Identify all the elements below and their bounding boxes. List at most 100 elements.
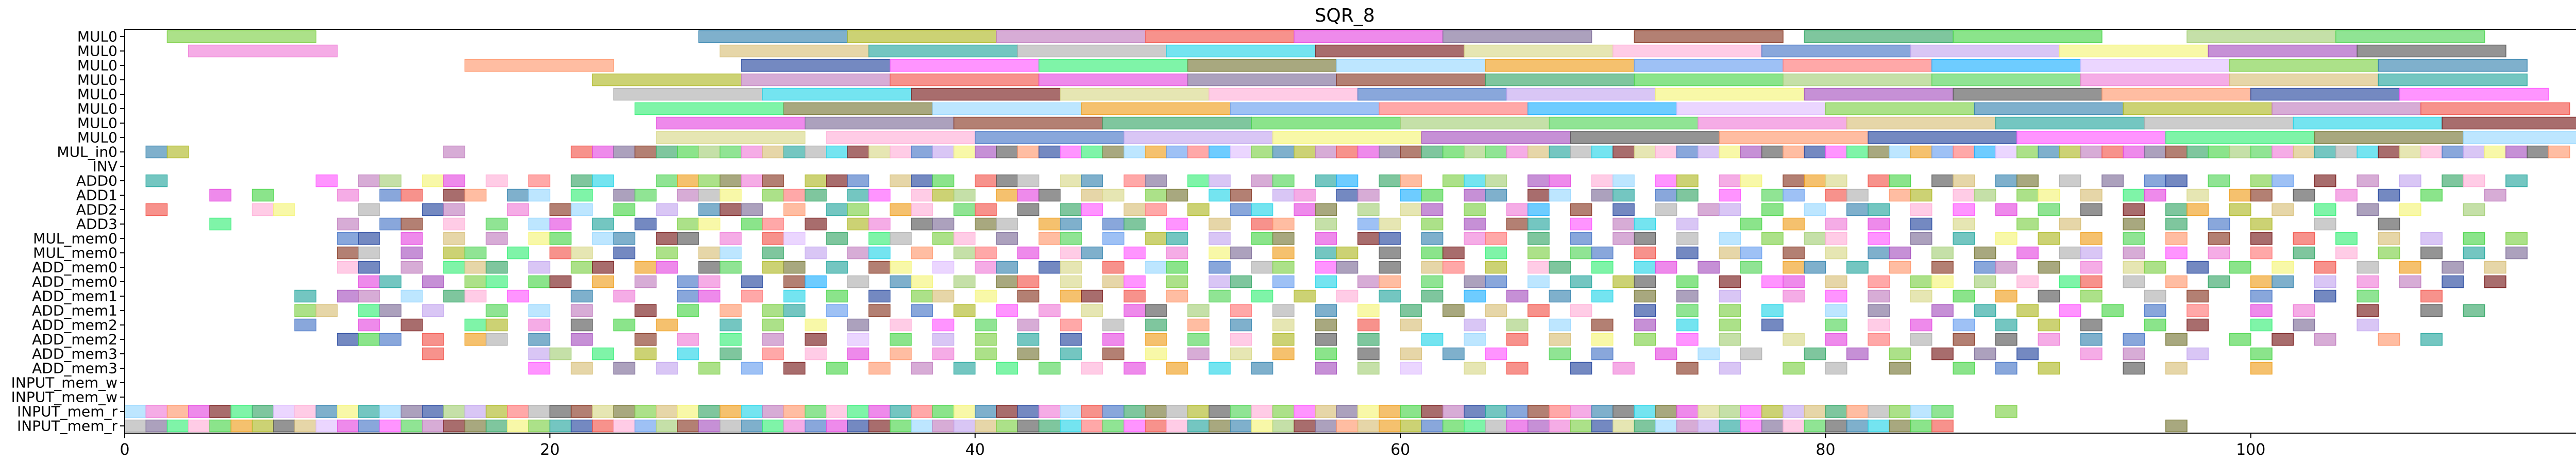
gantt-cell [1719,275,1741,288]
gantt-cell [741,405,763,418]
gantt-cell [2378,232,2400,245]
gantt-cell [549,217,572,231]
gantt-cell [1464,405,1486,418]
gantt-cell [2527,145,2549,159]
gantt-cell [1123,419,1146,433]
gantt-cell [932,232,955,245]
gantt-cell [2102,304,2124,317]
gantt-cell [528,362,551,375]
gantt-cell [783,275,806,288]
gantt-cell [1400,174,1422,187]
gantt-cell [2272,275,2294,288]
y-tick-label: INPUT_mem_r [17,403,117,420]
gantt-cell [592,405,614,418]
gantt-cell [847,145,870,159]
gantt-cell [1527,217,1550,231]
gantt-cell [1187,203,1210,216]
gantt-cell [1953,318,1975,332]
gantt-cell [2144,188,2166,202]
gantt-cell [1591,174,1614,187]
gantt-cell [2314,217,2336,231]
gantt-cell [2250,318,2273,332]
gantt-cell [1442,347,1465,361]
gantt-cell [847,333,870,346]
gantt-cell [1910,318,1933,332]
gantt-cell [2144,318,2166,332]
gantt-cell [1485,188,1507,202]
gantt-cell [1293,188,1316,202]
gantt-cell [1868,217,1890,231]
gantt-cell [1187,347,1210,361]
gantt-cell [1719,362,1741,375]
gantt-cell [826,261,848,274]
gantt-cell [1464,275,1486,288]
gantt-cell [1038,419,1061,433]
gantt-cell [1719,145,1741,159]
gantt-bar [826,131,976,144]
gantt-cell [1145,333,1167,346]
gantt-cell [1783,333,1805,346]
gantt-cell [1187,318,1210,332]
gantt-cell [1208,246,1231,260]
gantt-bar [1506,88,1656,101]
gantt-cell [1017,188,1040,202]
gantt-cell [911,289,933,303]
gantt-cell [2314,174,2336,187]
gantt-bar [1166,44,1316,58]
gantt-cell [1783,217,1805,231]
gantt-cell [1400,405,1422,418]
gantt-bar [2357,44,2506,58]
gantt-cell [1145,232,1167,245]
gantt-cell [1230,347,1252,361]
gantt-cell [1868,275,1890,288]
gantt-cell [2463,203,2485,216]
gantt-cell [1081,419,1104,433]
gantt-cell [1740,419,1762,433]
gantt-cell [1038,362,1061,375]
gantt-cell [1060,174,1082,187]
gantt-cell [1038,405,1061,418]
gantt-cell [2357,289,2379,303]
gantt-cell [2038,333,2060,346]
gantt-cell [379,304,402,317]
gantt-bar [2102,88,2251,101]
gantt-cell [1081,304,1104,317]
y-tick-label: ADD_mem2 [32,317,117,334]
gantt-cell [1931,261,1954,274]
gantt-cell [400,217,423,231]
gantt-cell [1251,405,1274,418]
y-tick-label: INPUT_mem_w [11,374,117,391]
gantt-cell [464,405,487,418]
gantt-cell [1123,217,1146,231]
gantt-cell [464,261,487,274]
gantt-cell [1485,232,1507,245]
gantt-cell [528,318,551,332]
gantt-cell [1400,188,1422,202]
gantt-cell [1272,145,1295,159]
gantt-cell [932,419,955,433]
gantt-cell [1783,145,1805,159]
gantt-cell [932,261,955,274]
gantt-cell [336,405,359,418]
y-tick-label: ADD_mem3 [32,346,117,363]
gantt-cell [2378,145,2400,159]
gantt-cell [400,188,423,202]
gantt-cell [868,145,891,159]
gantt-bar [1485,73,1635,87]
gantt-cell [698,261,721,274]
gantt-bar [741,73,891,87]
gantt-cell [2314,289,2336,303]
gantt-cell [719,333,742,346]
gantt-cell [2059,145,2081,159]
gantt-cell [847,188,870,202]
gantt-cell [1442,261,1465,274]
gantt-cell [2038,232,2060,245]
gantt-cell [1698,405,1720,418]
gantt-cell [379,275,402,288]
gantt-cell [2102,174,2124,187]
gantt-cell [1634,246,1656,260]
gantt-cell [1846,188,1869,202]
gantt-bar [1634,73,1784,87]
gantt-cell [2123,362,2145,375]
gantt-cell [1400,304,1422,317]
